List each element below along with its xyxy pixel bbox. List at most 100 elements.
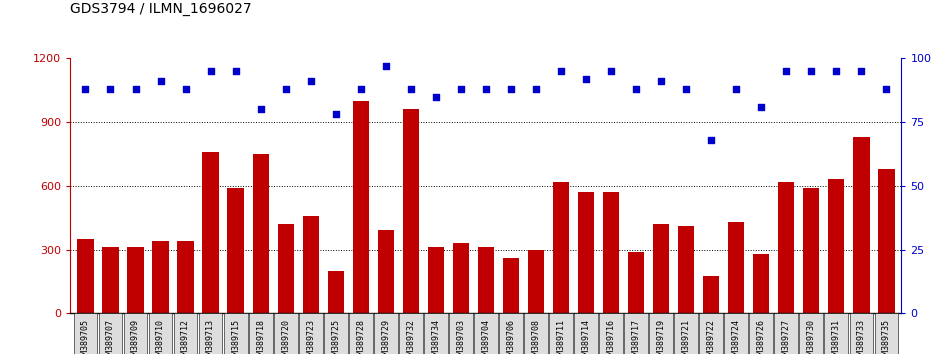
Text: GSM389719: GSM389719 [656,319,666,354]
Bar [77,239,94,313]
Bar [549,313,573,354]
Bar [124,313,147,354]
Text: GSM389726: GSM389726 [757,319,766,354]
Text: GSM389710: GSM389710 [156,319,165,354]
Bar [403,109,419,313]
Bar [775,313,798,354]
Bar [528,250,544,313]
Bar [653,224,670,313]
Text: GSM389731: GSM389731 [832,319,840,354]
Bar [99,313,122,354]
Text: GSM389712: GSM389712 [181,319,190,354]
Bar [803,188,820,313]
Bar [302,216,319,313]
Bar [223,313,248,354]
Text: GSM389723: GSM389723 [306,319,316,354]
Text: GSM389720: GSM389720 [281,319,290,354]
Bar [878,169,895,313]
Point [679,86,694,92]
Bar [753,254,769,313]
Bar [377,230,394,313]
Text: GSM389703: GSM389703 [456,319,466,354]
Point [529,86,544,92]
Text: GSM389722: GSM389722 [707,319,716,354]
Bar [148,313,173,354]
Text: GSM389716: GSM389716 [607,319,616,354]
Bar [428,247,444,313]
Point [778,68,793,74]
Text: GDS3794 / ILMN_1696027: GDS3794 / ILMN_1696027 [70,2,252,16]
Bar [603,192,619,313]
Point [754,104,769,110]
Bar [703,276,719,313]
Bar [599,313,623,354]
Text: GSM389706: GSM389706 [506,319,516,354]
Bar [324,313,347,354]
Text: GSM389718: GSM389718 [256,319,265,354]
Text: GSM389705: GSM389705 [81,319,90,354]
Bar [474,313,498,354]
Text: GSM389725: GSM389725 [331,319,340,354]
Text: GSM389708: GSM389708 [531,319,541,354]
Text: GSM389727: GSM389727 [782,319,791,354]
Point [329,112,344,117]
Bar [502,258,519,313]
Bar [203,152,219,313]
Point [804,68,819,74]
Bar [624,313,648,354]
Point [628,86,643,92]
Point [578,76,593,82]
Bar [174,313,197,354]
Point [128,86,143,92]
Text: GSM389730: GSM389730 [807,319,816,354]
Text: GSM389707: GSM389707 [106,319,115,354]
Point [303,79,318,84]
Bar [478,247,494,313]
Bar [574,313,598,354]
Bar [499,313,523,354]
Bar [628,252,644,313]
Bar [778,182,794,313]
Bar [102,247,118,313]
Bar [874,313,899,354]
Bar [328,271,344,313]
Point [254,107,269,112]
Bar [449,313,473,354]
Bar [278,224,294,313]
Point [503,86,518,92]
Point [703,137,718,143]
Text: GSM389729: GSM389729 [381,319,391,354]
Point [404,86,419,92]
Point [178,86,193,92]
Point [654,79,669,84]
Text: GSM389734: GSM389734 [431,319,440,354]
Bar [724,313,748,354]
Text: GSM389715: GSM389715 [231,319,240,354]
Bar [177,241,193,313]
Point [553,68,568,74]
Bar [850,313,873,354]
Text: GSM389714: GSM389714 [581,319,591,354]
Point [228,68,243,74]
Text: GSM389704: GSM389704 [482,319,490,354]
Bar [453,243,470,313]
Point [729,86,744,92]
Point [604,68,619,74]
Text: GSM389713: GSM389713 [206,319,215,354]
Text: GSM389732: GSM389732 [407,319,415,354]
Bar [128,247,144,313]
Bar [824,313,848,354]
Text: GSM389709: GSM389709 [131,319,140,354]
Bar [299,313,323,354]
Bar [73,313,98,354]
Bar [152,241,169,313]
Bar [828,179,844,313]
Bar [374,313,398,354]
Text: GSM389733: GSM389733 [857,319,866,354]
Bar [700,313,723,354]
Bar [577,192,594,313]
Bar [799,313,824,354]
Bar [274,313,298,354]
Bar [649,313,673,354]
Text: GSM389721: GSM389721 [682,319,691,354]
